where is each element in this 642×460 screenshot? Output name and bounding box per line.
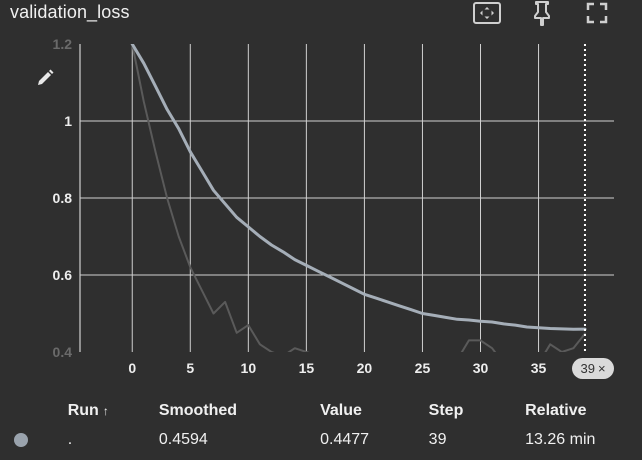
x-tick-label: 0 <box>128 360 136 376</box>
y-tick-label: 0.4 <box>53 344 73 360</box>
step-cursor-chip[interactable]: 39 × <box>572 358 614 379</box>
header-run[interactable]: Run ↑ <box>68 398 159 424</box>
raw-value: 0.4477 <box>320 431 370 448</box>
pin-icon[interactable] <box>525 0 559 26</box>
x-tick-label: 5 <box>186 360 194 376</box>
step-chip-label: 39 <box>580 361 595 376</box>
close-icon[interactable]: × <box>597 361 606 376</box>
y-tick-label: 0.6 <box>53 267 73 283</box>
fit-to-data-icon[interactable] <box>470 0 504 26</box>
runs-table: Run ↑ Smoothed Value Step Relative . 0.45… <box>0 398 642 456</box>
x-tick-label: 30 <box>473 360 489 376</box>
x-tick-label: 35 <box>531 360 547 376</box>
header-value[interactable]: Value <box>320 402 362 419</box>
x-tick-label: 10 <box>241 360 257 376</box>
run-name: . <box>67 431 73 448</box>
chart-title: validation_loss <box>10 2 130 22</box>
y-tick-label: 1 <box>64 113 72 129</box>
step-value: 39 <box>428 431 447 448</box>
edit-pencil-icon[interactable] <box>33 66 57 90</box>
table-header-row: Run ↑ Smoothed Value Step Relative <box>0 398 642 424</box>
header-smoothed[interactable]: Smoothed <box>158 402 238 419</box>
header-step[interactable]: Step <box>428 402 464 419</box>
sort-ascending-icon[interactable]: ↑ <box>102 404 109 418</box>
line-chart[interactable]: 0 5 10 15 20 25 30 35 0.4 0.6 0.8 1 1.2 <box>0 0 642 392</box>
header-relative[interactable]: Relative <box>525 402 587 419</box>
smoothed-series-line <box>130 44 587 331</box>
y-tick-label: 0.8 <box>53 190 73 206</box>
x-tick-label: 20 <box>357 360 373 376</box>
x-tick-label: 25 <box>415 360 431 376</box>
header-run-label: Run <box>67 402 99 419</box>
run-color-dot <box>14 432 28 447</box>
smoothed-value: 0.4594 <box>158 431 208 448</box>
table-row: . 0.4594 0.4477 39 13.26 min <box>0 424 642 456</box>
y-tick-label: 1.2 <box>53 36 73 52</box>
raw-series-line <box>131 44 586 352</box>
fullscreen-icon[interactable] <box>580 0 614 26</box>
run-color-cell <box>0 424 68 456</box>
relative-time: 13.26 min <box>525 431 596 448</box>
x-tick-label: 15 <box>299 360 315 376</box>
header-color <box>0 398 68 424</box>
